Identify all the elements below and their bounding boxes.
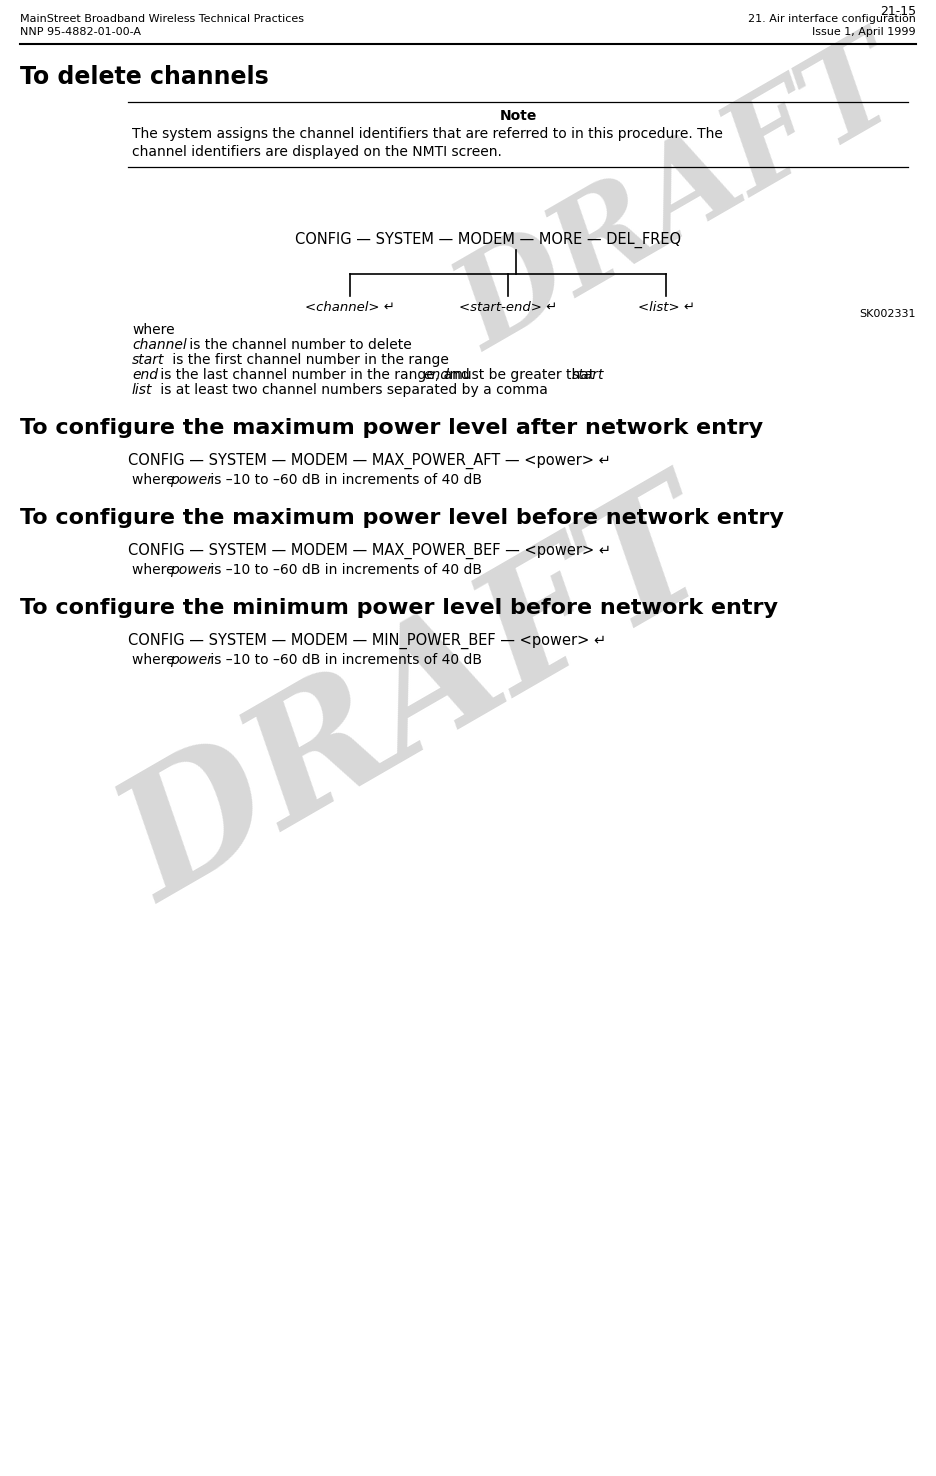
Text: is –10 to –60 dB in increments of 40 dB: is –10 to –60 dB in increments of 40 dB bbox=[206, 562, 482, 577]
Text: is the channel number to delete: is the channel number to delete bbox=[185, 338, 412, 351]
Text: To configure the maximum power level after network entry: To configure the maximum power level aft… bbox=[20, 418, 763, 438]
Text: end: end bbox=[423, 368, 449, 382]
Text: power: power bbox=[170, 652, 212, 667]
Text: power: power bbox=[170, 562, 212, 577]
Text: is at least two channel numbers separated by a comma: is at least two channel numbers separate… bbox=[156, 382, 548, 397]
Text: where: where bbox=[132, 323, 175, 337]
Text: power: power bbox=[170, 472, 212, 487]
Text: DRAFT: DRAFT bbox=[437, 25, 923, 375]
Text: where: where bbox=[132, 472, 179, 487]
Text: CONFIG — SYSTEM — MODEM — MIN_POWER_BEF — <power> ↵: CONFIG — SYSTEM — MODEM — MIN_POWER_BEF … bbox=[128, 633, 607, 649]
Text: list: list bbox=[132, 382, 153, 397]
Text: channel: channel bbox=[132, 338, 187, 351]
Text: NNP 95-4882-01-00-A: NNP 95-4882-01-00-A bbox=[20, 27, 141, 37]
Text: end: end bbox=[132, 368, 158, 382]
Text: The system assigns the channel identifiers that are referred to in this procedur: The system assigns the channel identifie… bbox=[132, 127, 723, 142]
Text: CONFIG — SYSTEM — MODEM — MAX_POWER_AFT — <power> ↵: CONFIG — SYSTEM — MODEM — MAX_POWER_AFT … bbox=[128, 453, 611, 469]
Text: CONFIG — SYSTEM — MODEM — MORE — DEL_FREQ: CONFIG — SYSTEM — MODEM — MORE — DEL_FRE… bbox=[295, 232, 681, 248]
Text: is –10 to –60 dB in increments of 40 dB: is –10 to –60 dB in increments of 40 dB bbox=[206, 472, 482, 487]
Text: SK002331: SK002331 bbox=[859, 308, 916, 319]
Text: <start-end> ↵: <start-end> ↵ bbox=[459, 301, 557, 314]
Text: channel identifiers are displayed on the NMTI screen.: channel identifiers are displayed on the… bbox=[132, 145, 502, 159]
Text: CONFIG — SYSTEM — MODEM — MAX_POWER_BEF — <power> ↵: CONFIG — SYSTEM — MODEM — MAX_POWER_BEF … bbox=[128, 543, 611, 559]
Text: is the last channel number in the range, and: is the last channel number in the range,… bbox=[156, 368, 475, 382]
Text: To configure the minimum power level before network entry: To configure the minimum power level bef… bbox=[20, 598, 778, 618]
Text: <channel> ↵: <channel> ↵ bbox=[305, 301, 395, 314]
Text: start: start bbox=[572, 368, 605, 382]
Text: 21. Air interface configuration: 21. Air interface configuration bbox=[748, 13, 916, 24]
Text: must be greater that: must be greater that bbox=[445, 368, 599, 382]
Text: To delete channels: To delete channels bbox=[20, 65, 269, 89]
Text: where: where bbox=[132, 652, 179, 667]
Text: is –10 to –60 dB in increments of 40 dB: is –10 to –60 dB in increments of 40 dB bbox=[206, 652, 482, 667]
Text: MainStreet Broadband Wireless Technical Practices: MainStreet Broadband Wireless Technical … bbox=[20, 13, 304, 24]
Text: DRAFT: DRAFT bbox=[96, 466, 744, 933]
Text: is the first channel number in the range: is the first channel number in the range bbox=[168, 353, 449, 368]
Text: start: start bbox=[132, 353, 165, 368]
Text: where: where bbox=[132, 562, 179, 577]
Text: 21-15: 21-15 bbox=[880, 4, 916, 18]
Text: To configure the maximum power level before network entry: To configure the maximum power level bef… bbox=[20, 508, 783, 528]
Text: Issue 1, April 1999: Issue 1, April 1999 bbox=[812, 27, 916, 37]
Text: Note: Note bbox=[499, 109, 536, 123]
Text: <list> ↵: <list> ↵ bbox=[637, 301, 695, 314]
